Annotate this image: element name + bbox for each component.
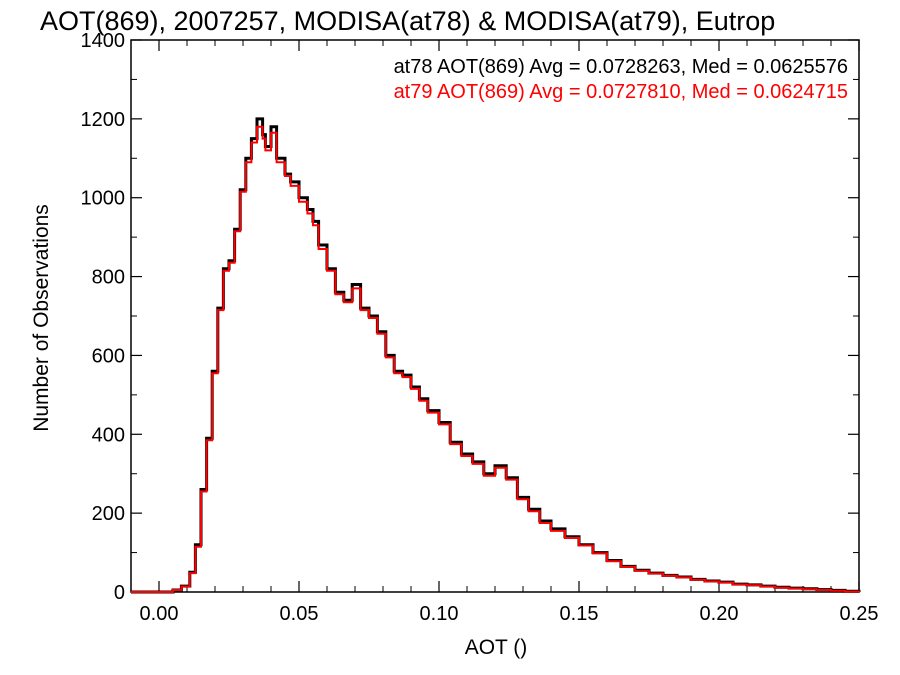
x-tick-label: 0.00 [140,603,179,625]
y-tick-label: 0 [114,582,125,604]
x-axis-ticks: 0.00 0.05 0.10 0.15 0.20 0.25 [130,40,879,625]
y-tick-label: 400 [92,424,125,446]
y-tick-label: 800 [92,267,125,289]
x-axis-label: AOT () [465,636,528,659]
y-axis-label: Number of Observations [30,204,53,432]
y-tick-label: 1200 [81,109,126,131]
legend-entry-at79: at79 AOT(869) Avg = 0.0727810, Med = 0.0… [394,81,848,103]
histogram-series-1 [131,125,860,593]
y-tick-label: 200 [92,503,125,525]
y-tick-label: 1000 [81,188,126,210]
x-tick-label: 0.05 [280,603,319,625]
x-tick-label: 0.25 [840,603,879,625]
y-tick-label: 1400 [81,30,126,52]
x-tick-label: 0.10 [420,603,459,625]
chart-title: AOT(869), 2007257, MODISA(at78) & MODISA… [40,6,775,36]
y-axis-ticks: 0 200 400 600 800 1000 1200 1400 [81,30,859,604]
y-tick-label: 600 [92,345,125,367]
x-tick-label: 0.15 [560,603,599,625]
plot-area-border [130,39,860,593]
series-layer [131,117,861,594]
legend-entry-at78: at78 AOT(869) Avg = 0.0728263, Med = 0.0… [394,56,848,78]
plot-frame [130,39,860,593]
histogram-series-0 [131,117,861,594]
x-tick-label: 0.20 [700,603,739,625]
